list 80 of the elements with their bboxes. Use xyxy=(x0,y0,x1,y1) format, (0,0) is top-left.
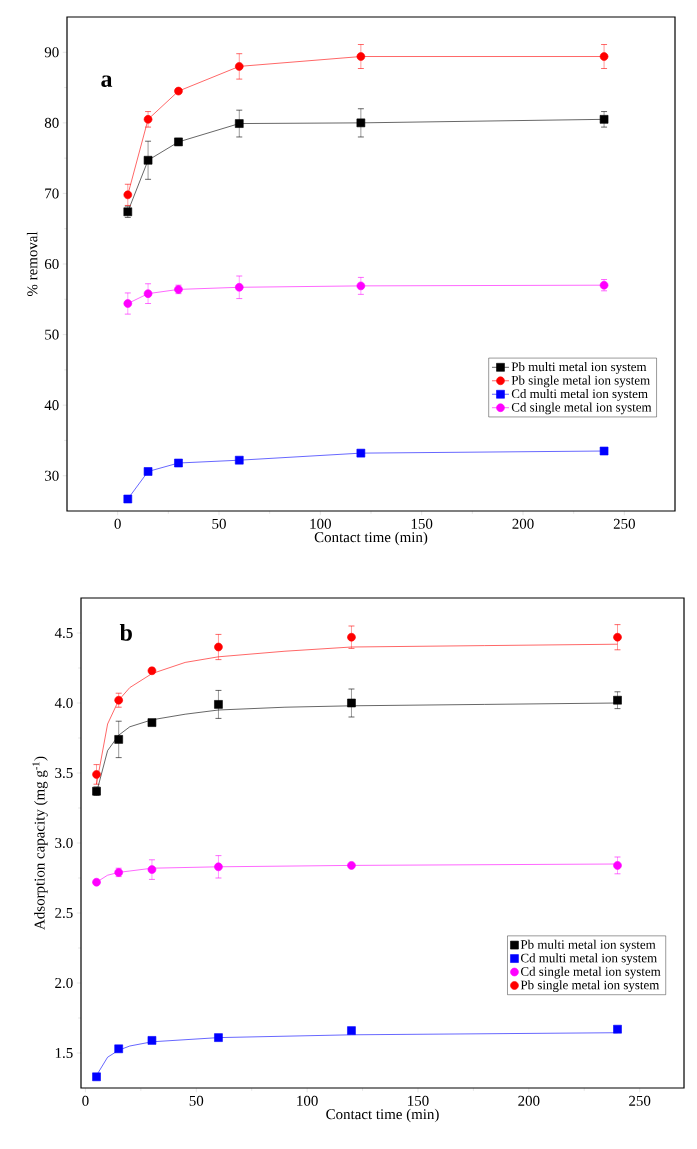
point xyxy=(234,62,244,71)
y-tick-label: 3.5 xyxy=(55,767,73,779)
point xyxy=(114,1044,123,1054)
point xyxy=(234,119,244,128)
y-tick-label: 40 xyxy=(44,400,59,411)
point xyxy=(147,1036,157,1045)
legend-label: Cd multi metal ion system xyxy=(520,953,657,966)
legend-label: Cd single metal ion system xyxy=(511,402,652,415)
point xyxy=(599,52,609,61)
y-tick-label: 4.0 xyxy=(54,697,73,709)
y-tick-label: 1.5 xyxy=(55,1047,73,1059)
y-tick-label: 90 xyxy=(44,47,59,58)
legend-label: Pb multi metal ion system xyxy=(511,362,647,374)
legend-label: Cd single metal ion system xyxy=(520,966,661,979)
point xyxy=(214,642,223,652)
point xyxy=(214,1033,223,1042)
annotation: b xyxy=(119,623,132,641)
point xyxy=(123,299,133,308)
point xyxy=(347,632,356,642)
point xyxy=(143,155,153,165)
legend-label: Cd multi metal ion system xyxy=(511,389,648,401)
point xyxy=(356,448,366,458)
y-tick-label: 4.5 xyxy=(54,627,73,639)
point xyxy=(214,700,223,709)
point xyxy=(347,861,356,870)
point xyxy=(92,877,101,887)
x-tick-label: 50 xyxy=(212,518,226,529)
point xyxy=(356,52,366,61)
y-tick-label: 30 xyxy=(45,470,59,481)
legend-label: Pb single metal ion system xyxy=(520,980,660,993)
x-axis-title: Contact time (min) xyxy=(314,531,428,546)
point xyxy=(234,455,244,465)
point xyxy=(613,1024,622,1034)
x-tick-label: 0 xyxy=(114,518,121,529)
y-tick-label: 70 xyxy=(45,188,59,199)
y-tick-label: 80 xyxy=(44,117,59,128)
point xyxy=(613,632,622,642)
x-tick-label: 0 xyxy=(82,1095,89,1106)
point xyxy=(174,458,183,468)
annotation: a xyxy=(101,75,113,87)
legend-label: Pb single metal ion system xyxy=(511,375,650,388)
x-tick-label: 150 xyxy=(411,518,433,529)
point xyxy=(123,190,133,200)
point xyxy=(234,283,244,292)
x-tick-label: 200 xyxy=(512,518,534,529)
point xyxy=(123,494,133,504)
point xyxy=(356,281,366,291)
point xyxy=(114,695,123,705)
x-tick-label: 250 xyxy=(613,518,635,529)
x-tick-label: 200 xyxy=(518,1095,540,1106)
y-tick-label: 3.0 xyxy=(55,837,73,849)
x-axis-title: Contact time (min) xyxy=(326,1108,439,1123)
point xyxy=(613,861,622,870)
legend-label: Pb multi metal ion system xyxy=(520,939,656,952)
x-tick-label: 250 xyxy=(629,1095,651,1106)
point xyxy=(147,718,157,727)
point xyxy=(214,862,223,872)
point xyxy=(143,467,153,476)
x-tick-label: 100 xyxy=(310,518,331,529)
point xyxy=(92,770,101,779)
point xyxy=(599,115,609,124)
y-axis-title: % removal xyxy=(26,231,38,297)
x-tick-label: 150 xyxy=(408,1095,429,1106)
y-tick-label: 50 xyxy=(45,329,59,340)
point xyxy=(347,1026,356,1035)
x-tick-label: 100 xyxy=(297,1095,318,1106)
point xyxy=(143,289,153,298)
point xyxy=(347,698,356,708)
y-axis-title: Adsorption capacity (mg g$^{-1}$) xyxy=(32,756,48,930)
x-tick-label: 50 xyxy=(189,1095,204,1106)
y-tick-label: 60 xyxy=(44,258,59,270)
point xyxy=(356,118,366,128)
point xyxy=(114,735,123,744)
y-tick-label: 2.0 xyxy=(55,977,73,989)
point xyxy=(143,115,153,124)
point xyxy=(613,695,622,705)
point xyxy=(147,865,157,874)
y-tick-label: 2.5 xyxy=(55,907,73,919)
point xyxy=(92,1072,101,1082)
point xyxy=(599,446,609,456)
